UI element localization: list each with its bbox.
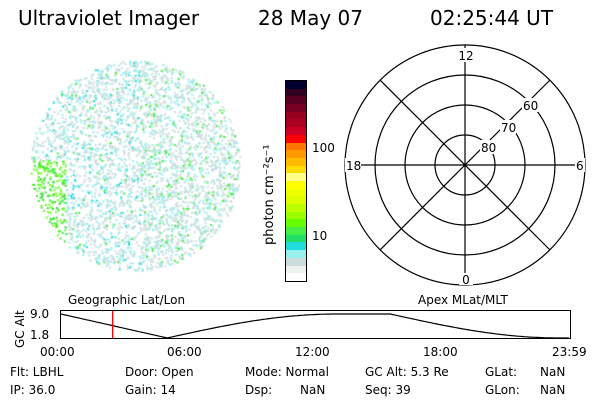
date: 28 May 07 bbox=[258, 6, 363, 30]
colorbar bbox=[285, 80, 307, 282]
colorbar-band bbox=[286, 219, 306, 228]
colorbar-band bbox=[286, 81, 306, 89]
geographic-label: Geographic Lat/Lon bbox=[68, 293, 186, 307]
xtick: 12:00 bbox=[295, 345, 330, 359]
apex-label: Apex MLat/MLT bbox=[418, 293, 508, 307]
door: Door: Open bbox=[125, 365, 194, 379]
auroral-image bbox=[20, 50, 250, 280]
ymax-label: 9.0 bbox=[30, 307, 50, 321]
mode: Mode: Normal bbox=[245, 365, 329, 379]
colorbar-band bbox=[286, 142, 306, 151]
colorbar-band bbox=[286, 234, 306, 243]
time: 02:25:44 UT bbox=[430, 6, 554, 30]
ip: IP: 36.0 bbox=[10, 383, 56, 397]
xtick: 23:59 bbox=[552, 345, 587, 359]
colorbar-band bbox=[286, 104, 306, 112]
colorbar-band bbox=[286, 111, 306, 120]
xtick: 18:00 bbox=[423, 345, 458, 359]
gc-alt-axis-label: GC Alt bbox=[13, 310, 27, 348]
colorbar-band bbox=[286, 127, 306, 135]
colorbar-tick-100: 100 bbox=[312, 141, 335, 155]
colorbar-band bbox=[286, 150, 306, 158]
mlt-6: 6 bbox=[576, 159, 584, 173]
gc-alt: GC Alt: 5.3 Re bbox=[365, 365, 449, 379]
mlt-12: 12 bbox=[458, 49, 473, 63]
colorbar-band bbox=[286, 173, 306, 181]
lat-60: 60 bbox=[523, 99, 538, 113]
glon-label: GLon: bbox=[485, 383, 520, 397]
mlt-18: 18 bbox=[346, 159, 361, 173]
colorbar-band bbox=[286, 242, 306, 251]
colorbar-band bbox=[286, 96, 306, 105]
altitude-curve bbox=[60, 313, 569, 339]
colorbar-band bbox=[286, 211, 306, 220]
xtick: 06:00 bbox=[167, 345, 202, 359]
colorbar-band bbox=[286, 165, 306, 174]
xtick: 00:00 bbox=[40, 345, 75, 359]
colorbar-band bbox=[286, 257, 306, 266]
filter: Flt: LBHL bbox=[10, 365, 64, 379]
ymin-label: 1.8 bbox=[30, 328, 50, 342]
glon-value: NaN bbox=[540, 383, 566, 397]
app-title: Ultraviolet Imager bbox=[18, 6, 200, 30]
gain: Gain: 14 bbox=[125, 383, 176, 397]
seq: Seq: 39 bbox=[365, 383, 411, 397]
dsp-value: NaN bbox=[300, 383, 326, 397]
colorbar-band bbox=[286, 134, 306, 143]
colorbar-band bbox=[286, 265, 306, 274]
colorbar-label: photon cm⁻²s⁻¹ bbox=[262, 144, 277, 245]
colorbar-band bbox=[286, 88, 306, 97]
altitude-timeline[interactable] bbox=[60, 310, 572, 340]
mlt-0: 0 bbox=[462, 273, 470, 287]
colorbar-tick-10: 10 bbox=[312, 229, 328, 243]
colorbar-band bbox=[286, 227, 306, 235]
glat-value: NaN bbox=[540, 365, 566, 379]
colorbar-band bbox=[286, 250, 306, 258]
colorbar-band bbox=[286, 180, 306, 189]
colorbar-band bbox=[286, 157, 306, 166]
lat-80: 80 bbox=[481, 141, 496, 155]
colorbar-band bbox=[286, 119, 306, 128]
dsp-label: Dsp: bbox=[245, 383, 273, 397]
colorbar-band bbox=[286, 188, 306, 197]
lat-70: 70 bbox=[501, 121, 516, 135]
polar-grid: 12 0 18 6 80 70 60 bbox=[344, 44, 586, 287]
colorbar-band bbox=[286, 204, 306, 212]
colorbar-band bbox=[286, 196, 306, 204]
colorbar-band bbox=[286, 273, 306, 281]
glat-label: GLat: bbox=[485, 365, 518, 379]
